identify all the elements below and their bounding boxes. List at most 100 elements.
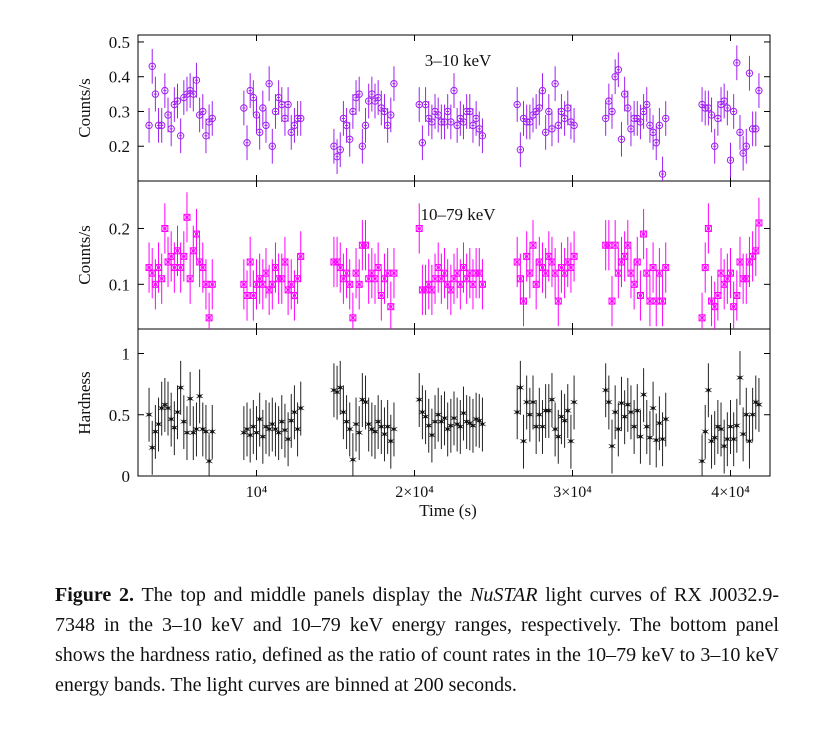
square-marker-cross (262, 269, 270, 277)
square-marker-cross (605, 241, 613, 249)
data-point: ✶ (455, 400, 465, 454)
data-point (252, 97, 261, 133)
square-marker (611, 241, 619, 249)
data-point (711, 128, 719, 164)
data-point (167, 111, 175, 147)
data-point (259, 259, 267, 310)
square-marker (478, 280, 486, 288)
data-point: ✶ (639, 368, 649, 423)
data-point: ✶ (147, 420, 157, 475)
data-point (649, 242, 657, 293)
square-marker (180, 252, 188, 260)
square-marker (246, 258, 254, 266)
data-point: ✶ (264, 402, 274, 457)
star-marker: ✶ (635, 430, 645, 444)
square-marker-cross (425, 281, 433, 288)
square-marker (752, 247, 760, 255)
square-marker-cross (199, 264, 207, 271)
data-point: ✶ (751, 375, 761, 430)
square-marker-cross (730, 303, 737, 310)
data-point (614, 248, 622, 299)
square-marker-cross (532, 281, 540, 288)
square-marker-cross (460, 264, 467, 271)
star-marker: ✶ (462, 415, 472, 429)
data-point: ✶ (648, 381, 658, 436)
data-point (161, 73, 169, 108)
square-marker-cross (752, 247, 760, 255)
data-point (256, 253, 264, 304)
square-marker-cross (415, 225, 423, 232)
data-point: ✶ (443, 402, 453, 457)
data-point (520, 275, 528, 327)
square-marker (551, 269, 559, 277)
data-point: ✶ (427, 408, 437, 463)
square-marker-cross (618, 258, 625, 266)
star-marker: ✶ (732, 419, 742, 433)
data-point: ✶ (629, 400, 639, 454)
square-marker-cross (340, 275, 347, 283)
top-panel-annotation: 3–10 keV (425, 51, 492, 70)
data-point (246, 236, 254, 288)
data-point (362, 220, 370, 271)
y-tick-label: 0.4 (109, 68, 131, 87)
square-marker-cross (536, 258, 543, 266)
star-marker: ✶ (443, 422, 453, 436)
data-point: ✶ (748, 387, 758, 442)
star-marker: ✶ (550, 422, 560, 436)
star-marker: ✶ (332, 386, 342, 400)
square-marker-cross (256, 275, 263, 283)
data-point (425, 259, 433, 310)
square-marker-cross (171, 264, 178, 271)
data-point (355, 259, 363, 310)
square-marker-cross (755, 219, 763, 227)
data-point (557, 242, 565, 293)
data-point: ✶ (547, 373, 557, 427)
square-marker (208, 280, 216, 288)
data-point: ✶ (722, 412, 732, 467)
circle-marker (570, 121, 578, 130)
star-marker: ✶ (722, 432, 732, 446)
data-point (453, 108, 461, 143)
star-marker: ✶ (449, 411, 459, 425)
data-point (355, 76, 363, 112)
data-point: ✶ (258, 409, 268, 464)
data-point: ✶ (201, 404, 211, 459)
circle-marker (733, 59, 741, 67)
data-point: ✶ (658, 412, 668, 467)
data-point (529, 220, 537, 271)
bottom-panel: 00.51✶✶✶✶✶✶✶✶✶✶✶✶✶✶✶✶✶✶✶✶✶ ✶✶✶✶✶✶✶✶✶✶✶✶✶✶… (109, 329, 770, 486)
square-marker (349, 314, 357, 322)
star-marker: ✶ (439, 411, 449, 425)
data-point (158, 253, 166, 304)
data-point (208, 101, 216, 136)
star-marker: ✶ (169, 421, 179, 435)
data-point (205, 292, 213, 329)
data-point (708, 275, 716, 327)
data-point (601, 101, 610, 136)
star-marker: ✶ (267, 418, 277, 432)
data-point (339, 101, 348, 136)
data-point: ✶ (154, 397, 164, 452)
star-marker: ✶ (452, 418, 462, 432)
star-marker: ✶ (537, 420, 547, 434)
data-point: ✶ (417, 385, 427, 440)
square-marker-cross (272, 264, 279, 271)
square-marker-cross (148, 269, 156, 277)
data-point (739, 135, 747, 171)
circle-marker (450, 86, 458, 95)
data-point (358, 128, 367, 164)
circle-marker (255, 128, 264, 137)
data-point (621, 231, 629, 282)
data-point (343, 248, 351, 299)
data-point: ✶ (191, 402, 201, 457)
data-point: ✶ (239, 406, 249, 461)
square-marker-cross (297, 253, 305, 260)
data-point (643, 87, 651, 122)
middle-y-axis-label: Counts/s (75, 225, 94, 285)
data-point: ✶ (439, 391, 450, 446)
star-marker: ✶ (433, 408, 443, 422)
star-marker: ✶ (525, 408, 535, 422)
star-marker: ✶ (360, 396, 370, 410)
star-marker: ✶ (345, 422, 355, 436)
star-marker: ✶ (626, 405, 636, 419)
